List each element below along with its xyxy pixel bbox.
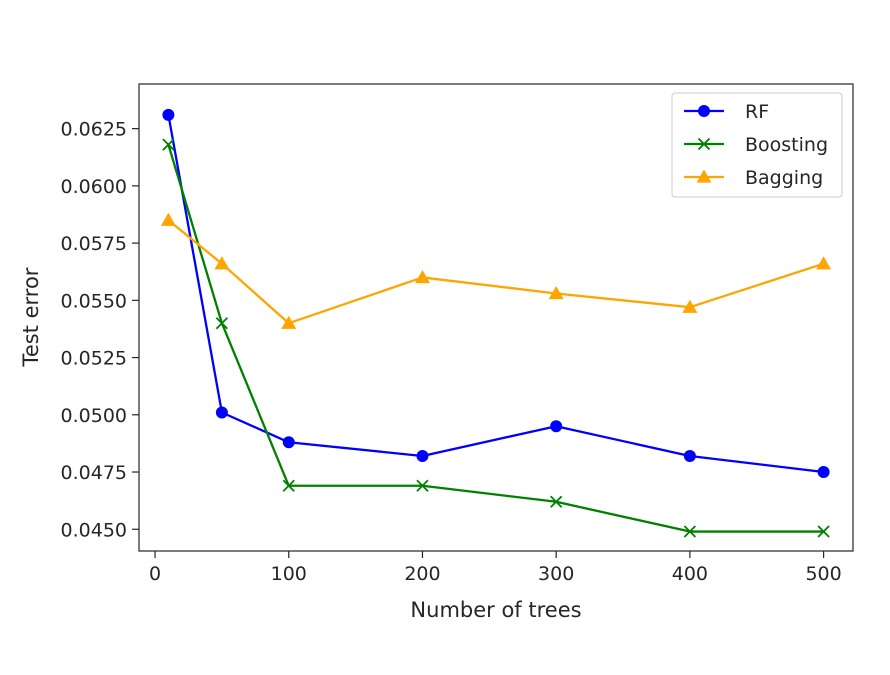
rf-point [416, 449, 429, 462]
bagging-point [160, 212, 176, 226]
bagging-point [682, 299, 698, 313]
series-layer [160, 108, 832, 538]
x-tick-label: 0 [149, 563, 161, 585]
x-tick-label: 400 [672, 563, 708, 585]
legend-box [671, 92, 843, 198]
legend-marker-boosting [697, 137, 711, 151]
bagging-point [548, 285, 564, 300]
boosting-point [416, 479, 429, 492]
rf-point [162, 108, 175, 121]
legend-label-boosting: Boosting [745, 134, 828, 156]
y-tick-label: 0.0450 [61, 519, 127, 541]
y-tick-label: 0.0600 [61, 176, 127, 198]
y-tick-label: 0.0575 [61, 233, 127, 255]
x-tick-label: 300 [538, 563, 574, 585]
rf-point [550, 420, 563, 433]
bagging-point [214, 256, 230, 270]
y-tick-label: 0.0525 [61, 348, 127, 370]
x-tick-label: 200 [404, 563, 440, 585]
boosting-point [282, 479, 295, 492]
legend-label-bagging: Bagging [745, 167, 823, 189]
y-tick-label: 0.0550 [61, 290, 127, 312]
x-axis: 0 100 200 300 400 500 [149, 551, 842, 585]
boosting-point [550, 495, 563, 508]
legend-marker-bagging [696, 169, 712, 183]
boosting-point [215, 317, 229, 330]
rf-point [215, 406, 228, 419]
plot-area-frame [138, 83, 854, 552]
y-tick-label: 0.0625 [61, 119, 127, 141]
boosting-point [683, 525, 697, 538]
y-axis-label: Test error [19, 267, 43, 367]
rf-point [817, 466, 830, 479]
x-tick-label: 100 [271, 563, 307, 585]
series-bagging [160, 212, 832, 329]
legend-label-rf: RF [745, 101, 769, 123]
y-axis: 0.0450 0.0475 0.0500 0.0525 0.0550 0.0575 0.06… [61, 119, 139, 541]
series-boosting [162, 138, 830, 538]
boosting-line [167, 144, 824, 533]
x-axis-label: Number of trees [410, 598, 581, 622]
boosting-point [817, 525, 830, 538]
bagging-line [167, 219, 824, 325]
rf-point [683, 449, 696, 462]
y-tick-label: 0.0475 [61, 462, 127, 484]
legend: RF Boosting Bagging [671, 92, 843, 198]
bagging-point [414, 269, 430, 284]
legend-marker-rf [698, 105, 710, 117]
rf-point [282, 436, 295, 449]
y-tick-label: 0.0500 [61, 405, 127, 427]
boosting-point [162, 138, 175, 151]
series-rf [162, 108, 830, 479]
bagging-point [816, 256, 832, 270]
x-tick-label: 500 [805, 563, 841, 585]
bagging-point [281, 315, 297, 329]
